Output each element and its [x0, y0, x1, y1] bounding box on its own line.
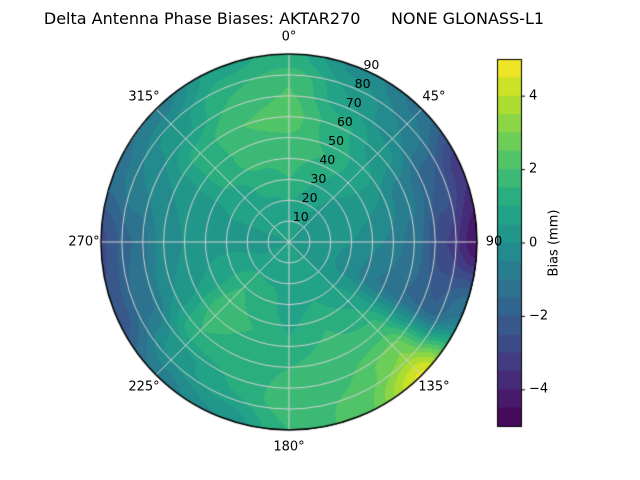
theta-tick-label: 315°	[128, 89, 160, 105]
r-tick-label: 10	[292, 208, 309, 224]
theta-tick-label: 180°	[273, 439, 305, 455]
colorbar-tick-label: 0	[529, 235, 538, 250]
theta-tick-label: 0°	[281, 29, 297, 45]
r-tick-label: 60	[336, 113, 353, 129]
r-tick-label: 50	[328, 132, 345, 148]
theta-tick-label: 135°	[418, 379, 450, 395]
r-tick-label: 80	[354, 75, 371, 91]
r-tick-label: 40	[319, 151, 336, 167]
theta-tick-label: 225°	[128, 379, 160, 395]
r-tick-label: 30	[310, 170, 327, 186]
theta-tick-label: 270°	[68, 234, 100, 250]
colorbar-tick-label: −2	[529, 308, 549, 324]
colorbar-tick-label: 2	[529, 161, 538, 177]
r-tick-label: 70	[345, 94, 362, 110]
r-tick-label: 20	[301, 189, 318, 205]
colorbar-tick-label: 4	[529, 88, 538, 104]
colorbar-tick-label: −4	[529, 381, 549, 397]
theta-tick-label: 45°	[422, 89, 446, 105]
theta-tick-label: 90	[485, 234, 503, 250]
chart-title: Delta Antenna Phase Biases: AKTAR270 NON…	[43, 9, 545, 28]
colorbar-axis-label: Bias (mm)	[546, 209, 562, 276]
r-tick-label: 90	[363, 57, 380, 73]
